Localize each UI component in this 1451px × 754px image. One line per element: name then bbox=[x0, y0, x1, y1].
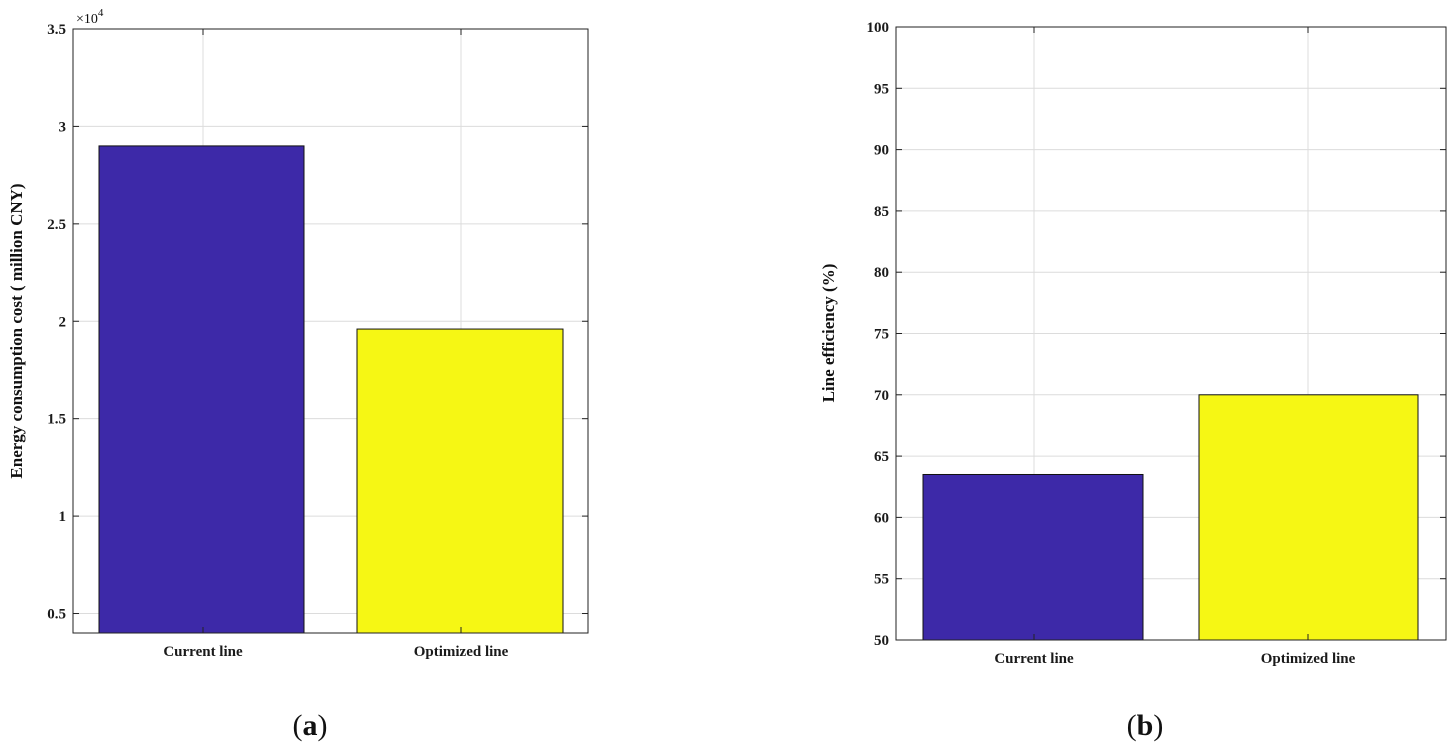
panel-label-part: a bbox=[303, 709, 318, 742]
y-tick-label: 65 bbox=[874, 449, 889, 465]
bar-current-line bbox=[98, 145, 305, 634]
panel-label-part: ) bbox=[318, 709, 328, 742]
y-tick-label: 0.5 bbox=[47, 607, 66, 623]
bar-optimized-line bbox=[1198, 394, 1419, 641]
panel-label-part: ) bbox=[1153, 709, 1163, 742]
y-tick-label: 100 bbox=[867, 20, 890, 36]
y-tick-label: 1 bbox=[59, 509, 67, 525]
bar-optimized-line bbox=[356, 328, 564, 634]
y-tick-label: 80 bbox=[874, 265, 889, 281]
panel-label-part: b bbox=[1137, 709, 1154, 742]
panel-label-part: ( bbox=[1127, 709, 1137, 742]
panel-label: (a) bbox=[293, 709, 328, 742]
y-tick-label: 70 bbox=[874, 388, 889, 404]
y-tick-label: 90 bbox=[874, 143, 889, 159]
y-tick-label: 1.5 bbox=[47, 412, 66, 428]
chart-b: 50 55 60 65 70 75 80 85 90 95 100 Current line Optim… bbox=[819, 20, 1447, 742]
y-multiplier-label: ×104 bbox=[76, 7, 104, 27]
bar-current-line bbox=[922, 473, 1144, 641]
panel-label: (b) bbox=[1127, 709, 1164, 742]
y-tick-label: 95 bbox=[874, 81, 889, 97]
y-tick-label: 2.5 bbox=[47, 217, 66, 233]
y-tick-label: 3 bbox=[59, 119, 67, 135]
chart-a: 0.5 1 1.5 2 2.5 3 3.5 Current line Optimized lin… bbox=[7, 7, 589, 742]
y-axis-label: Energy consumption cost ( million CNY) bbox=[7, 183, 26, 478]
y-multiplier-exponent: 4 bbox=[98, 7, 104, 19]
y-multiplier-base: ×10 bbox=[76, 12, 98, 27]
x-tick-label: Current line bbox=[994, 651, 1074, 667]
y-tick-label: 75 bbox=[874, 327, 889, 343]
y-tick-label: 85 bbox=[874, 204, 889, 220]
y-axis-label: Line efficiency (%) bbox=[819, 264, 838, 403]
y-tick-label: 60 bbox=[874, 510, 889, 526]
axes-box bbox=[72, 28, 589, 634]
y-tick-label: 50 bbox=[874, 633, 889, 649]
x-tick-label: Current line bbox=[163, 644, 243, 660]
panel-label-part: ( bbox=[293, 709, 303, 742]
y-tick-label: 55 bbox=[874, 572, 889, 588]
x-tick-label: Optimized line bbox=[414, 644, 509, 660]
y-tick-label: 2 bbox=[59, 314, 67, 330]
y-tick-label: 3.5 bbox=[47, 22, 66, 38]
x-tick-label: Optimized line bbox=[1261, 651, 1356, 667]
